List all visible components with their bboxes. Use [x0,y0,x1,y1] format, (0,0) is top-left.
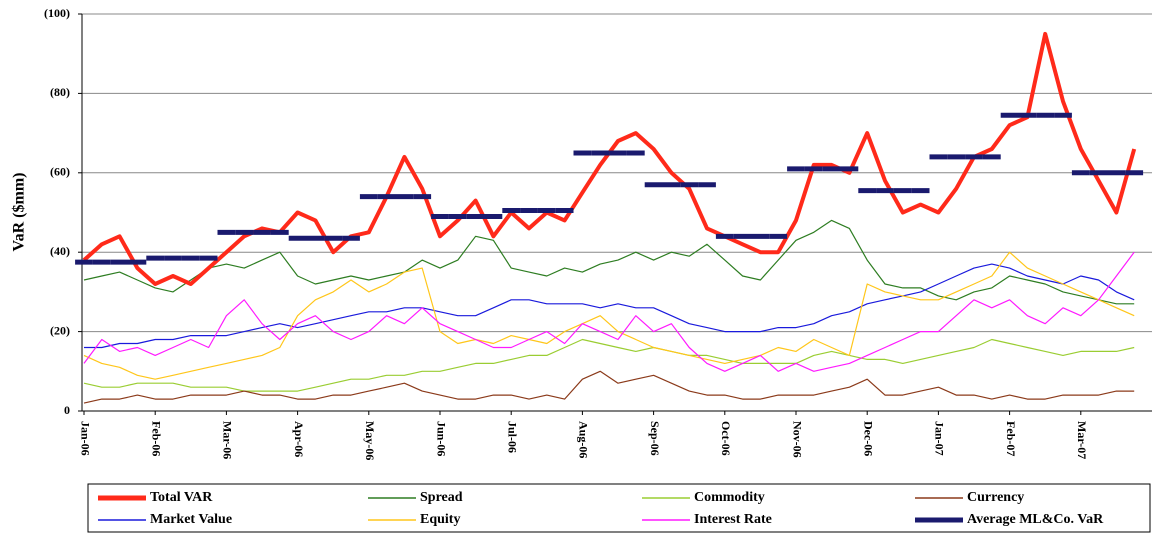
x-tick-label: Jul-06 [505,421,519,453]
x-tick-label: Feb-06 [149,421,163,456]
x-tick-label: Mar-06 [221,421,235,459]
y-axis-title: VaR ($mm) [11,173,28,252]
x-tick-label: Nov-06 [790,421,804,458]
legend-label: Market Value [150,512,232,527]
x-tick-label: Aug-06 [577,421,591,458]
x-tick-label: Jun-06 [434,421,448,456]
series-line [83,251,1135,380]
legend-label: Currency [967,490,1024,505]
series-line [83,251,1135,372]
legend-label: Total VAR [150,490,213,505]
series-line [84,263,1135,349]
y-tick-label: (80) [50,85,70,99]
series-line [83,338,1135,392]
y-tick-label: (60) [50,165,70,179]
legend-label: Commodity [694,490,765,505]
series-line [83,219,1135,305]
legend-box [87,483,1151,533]
x-tick-label: Feb-07 [1004,421,1018,456]
legend-label: Equity [420,512,460,527]
y-tick-label: (100) [44,6,70,20]
x-tick-label: May-06 [363,421,377,460]
legend-label: Average ML&Co. VaR [967,512,1104,527]
y-tick-label: (20) [50,323,70,337]
x-tick-label: Sep-06 [648,421,662,456]
legend-label: Spread [420,490,463,505]
y-tick-label: (40) [50,244,70,258]
x-tick-label: Mar-07 [1075,421,1089,459]
x-tick-label: Apr-06 [292,421,306,457]
x-tick-label: Jan-06 [78,421,92,456]
x-tick-label: Dec-06 [861,421,875,456]
series-line [83,370,1135,404]
x-tick-label: Oct-06 [719,421,733,456]
y-tick-label: 0 [64,403,70,417]
legend-label: Interest Rate [694,512,772,527]
x-tick-label: Jan-07 [933,421,947,456]
